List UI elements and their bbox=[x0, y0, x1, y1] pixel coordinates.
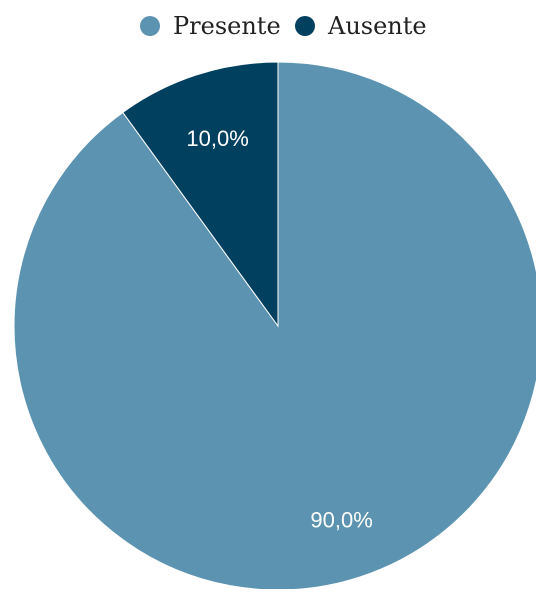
legend-item-ausente[interactable]: Ausente bbox=[295, 12, 427, 40]
legend: Presente Ausente bbox=[140, 12, 427, 40]
legend-marker-ausente bbox=[295, 16, 315, 36]
data-label-presente: 90,0% bbox=[310, 508, 372, 533]
pie-slice-presente[interactable] bbox=[13, 61, 536, 591]
pie-slice-ausente[interactable] bbox=[122, 61, 279, 328]
data-label-ausente: 10,0% bbox=[186, 126, 248, 151]
legend-label-presente: Presente bbox=[173, 12, 281, 40]
legend-marker-presente bbox=[140, 16, 160, 36]
legend-item-presente[interactable]: Presente bbox=[140, 12, 281, 40]
legend-label-ausente: Ausente bbox=[327, 12, 427, 40]
pie-slices bbox=[13, 61, 536, 591]
